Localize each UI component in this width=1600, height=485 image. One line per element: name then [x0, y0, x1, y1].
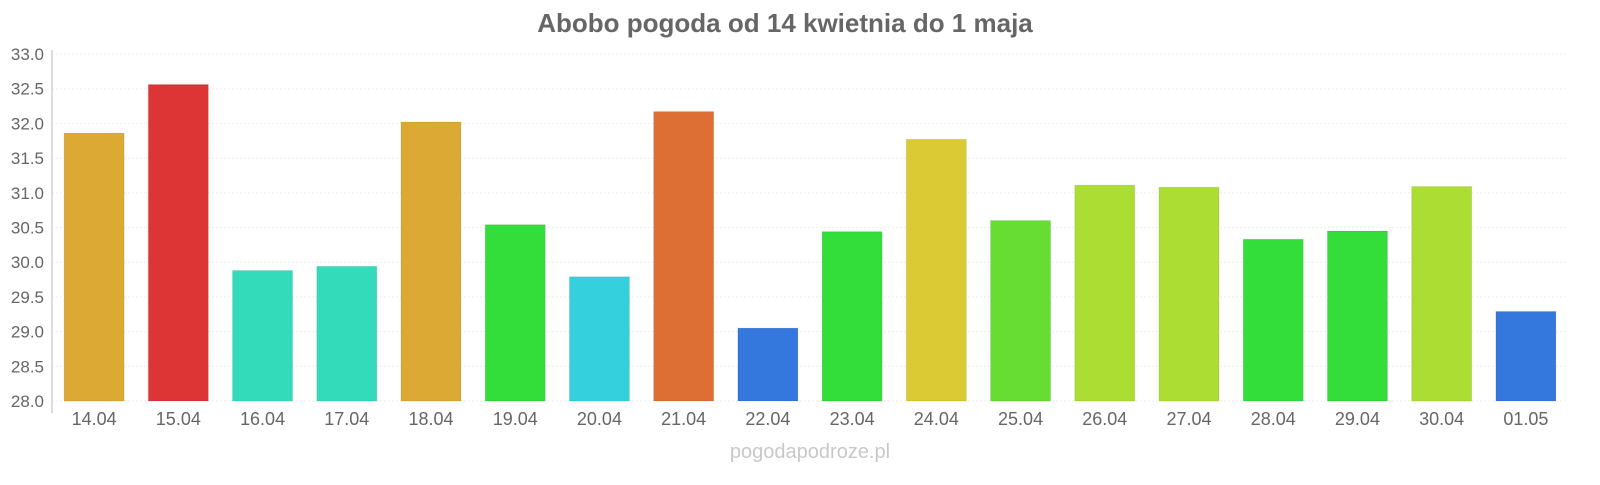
y-tick-label: 30.5 — [11, 219, 44, 238]
x-axis: 14.04 15.04 16.04 17.04 18.04 19.04 20.04 21.04… — [72, 409, 1549, 429]
x-tick-label: 18.04 — [408, 409, 453, 429]
x-tick-label: 15.04 — [156, 409, 201, 429]
bar-01.05 — [1495, 310, 1557, 402]
x-tick-label: 25.04 — [998, 409, 1043, 429]
x-tick-label: 17.04 — [324, 409, 369, 429]
bar-16.04 — [232, 270, 294, 402]
bar-24.04 — [905, 138, 967, 402]
x-tick-label: 01.05 — [1503, 409, 1548, 429]
x-tick-label: 26.04 — [1082, 409, 1127, 429]
bar-28.04 — [1242, 238, 1304, 402]
y-tick-label: 30.0 — [11, 253, 44, 272]
y-tick-label: 32.5 — [11, 80, 44, 99]
bar-20.04 — [568, 276, 630, 402]
bar-30.04 — [1411, 186, 1473, 402]
y-tick-label: 28.5 — [11, 357, 44, 376]
bar-23.04 — [821, 231, 883, 402]
y-tick-label: 32.0 — [11, 114, 44, 133]
x-tick-label: 21.04 — [661, 409, 706, 429]
x-tick-label: 30.04 — [1419, 409, 1464, 429]
bar-14.04 — [63, 132, 125, 402]
bar-27.04 — [1158, 186, 1220, 402]
x-tick-label: 19.04 — [493, 409, 538, 429]
grid — [52, 53, 1568, 402]
y-tick-label: 29.0 — [11, 323, 44, 342]
bars — [63, 84, 1557, 402]
y-tick-label: 33.0 — [11, 45, 44, 64]
y-tick-label: 28.0 — [11, 392, 44, 411]
bar-21.04 — [653, 111, 715, 402]
x-tick-label: 29.04 — [1335, 409, 1380, 429]
x-tick-label: 27.04 — [1166, 409, 1211, 429]
y-tick-label: 29.5 — [11, 288, 44, 307]
x-tick-label: 14.04 — [72, 409, 117, 429]
bar-19.04 — [484, 224, 546, 402]
y-tick-label: 31.0 — [11, 184, 44, 203]
y-tick-label: 31.5 — [11, 149, 44, 168]
x-tick-label: 28.04 — [1251, 409, 1296, 429]
x-tick-label: 20.04 — [577, 409, 622, 429]
y-axis: 28.0 28.5 29.0 29.5 30.0 30.5 31.0 31.5 32.0 32.5… — [11, 45, 53, 413]
bar-17.04 — [316, 265, 378, 402]
x-tick-label: 23.04 — [830, 409, 875, 429]
bar-25.04 — [990, 220, 1052, 402]
x-tick-label: 22.04 — [745, 409, 790, 429]
bar-29.04 — [1326, 230, 1388, 402]
x-tick-label: 24.04 — [914, 409, 959, 429]
bar-22.04 — [737, 327, 799, 402]
bar-18.04 — [400, 121, 462, 402]
bar-15.04 — [147, 84, 209, 402]
watermark: pogodapodroze.pl — [730, 441, 890, 463]
chart-title: Abobo pogoda od 14 kwietnia do 1 maja — [537, 8, 1033, 38]
x-tick-label: 16.04 — [240, 409, 285, 429]
bar-26.04 — [1074, 184, 1136, 402]
